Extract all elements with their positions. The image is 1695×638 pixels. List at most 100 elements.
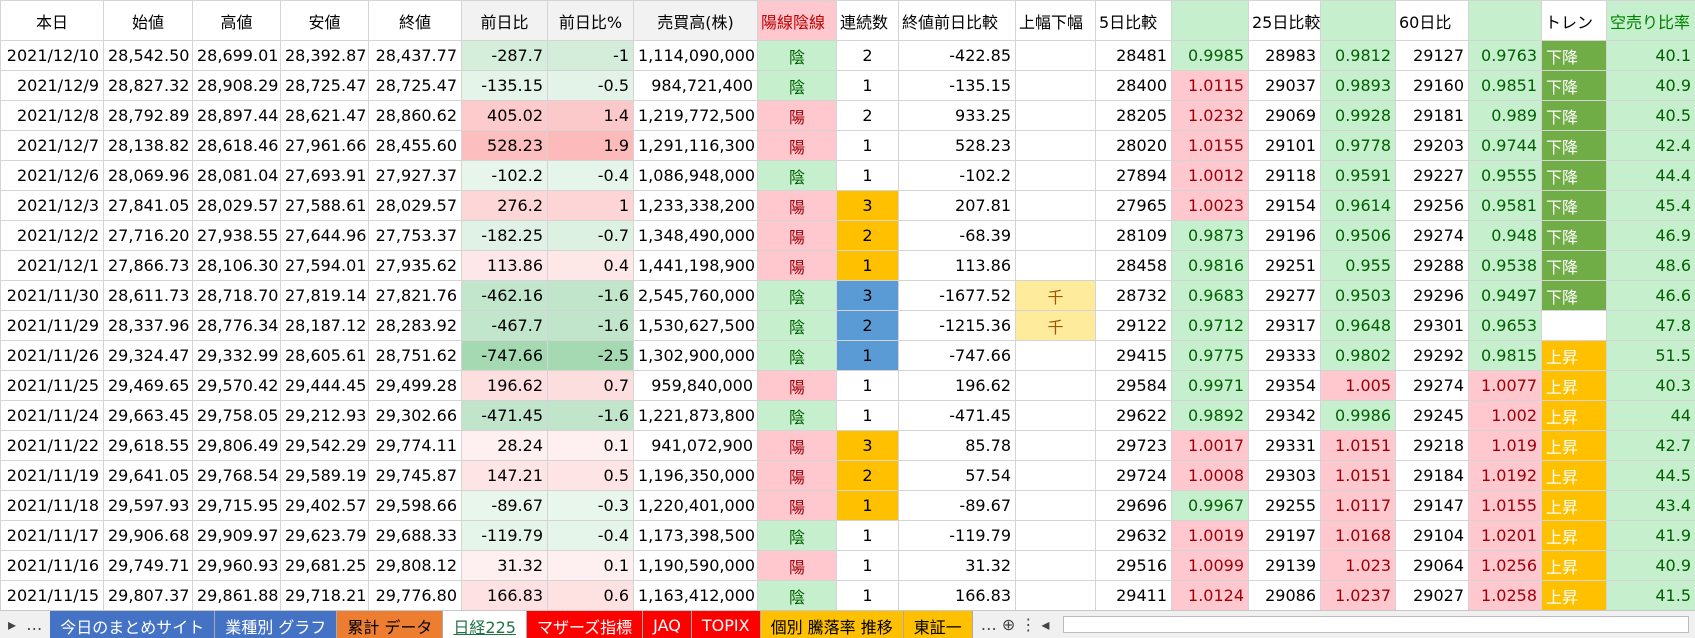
cell[interactable]: 陰 [757, 340, 837, 371]
cell[interactable]: 0.9506 [1320, 220, 1396, 251]
cell[interactable]: 28205 [1095, 100, 1172, 131]
cell[interactable] [1015, 70, 1096, 101]
cell[interactable]: 0.9744 [1468, 130, 1542, 161]
cell[interactable]: 2021/11/19 [0, 460, 104, 491]
cell[interactable]: 0.1 [547, 430, 634, 461]
cell[interactable]: 0.989 [1468, 100, 1542, 131]
cell[interactable]: -1215.36 [898, 310, 1016, 341]
cell[interactable]: 28,605.61 [280, 340, 369, 371]
cell[interactable]: 29333 [1248, 340, 1321, 371]
cell[interactable]: 2021/12/1 [0, 250, 104, 281]
column-header[interactable]: 空売り比率 [1606, 0, 1695, 41]
cell[interactable]: 1 [836, 400, 899, 431]
cell[interactable]: 2 [836, 220, 899, 251]
cell[interactable] [1541, 310, 1607, 341]
cell[interactable]: 1,441,198,900 [633, 250, 758, 281]
cell[interactable]: 上昇 [1541, 400, 1607, 431]
cell[interactable]: 2021/12/9 [0, 70, 104, 101]
cell[interactable]: 28,542.50 [103, 40, 193, 71]
cell[interactable] [1015, 430, 1096, 461]
cell[interactable]: 下降 [1541, 250, 1607, 281]
cell[interactable] [1015, 460, 1096, 491]
cell[interactable]: 29,909.97 [192, 520, 281, 551]
cell[interactable]: 28,187.12 [280, 310, 369, 341]
cell[interactable]: 47.8 [1606, 310, 1695, 341]
cell[interactable]: 0.9555 [1468, 160, 1542, 191]
cell[interactable]: 29101 [1248, 130, 1321, 161]
cell[interactable]: 1.0258 [1468, 580, 1542, 611]
cell[interactable] [1015, 520, 1096, 551]
cell[interactable]: 28,337.96 [103, 310, 193, 341]
cell[interactable]: 29,597.93 [103, 490, 193, 521]
cell[interactable]: 57.54 [898, 460, 1016, 491]
cell[interactable]: 29724 [1095, 460, 1172, 491]
cell[interactable]: 29181 [1395, 100, 1469, 131]
sheet-tab[interactable]: 今日のまとめサイト [50, 611, 216, 638]
cell[interactable]: -0.4 [547, 160, 634, 191]
cell[interactable]: 1 [836, 70, 899, 101]
cell[interactable]: 1.0077 [1468, 370, 1542, 401]
cell[interactable]: 1,086,948,000 [633, 160, 758, 191]
cell[interactable]: 29415 [1095, 340, 1172, 371]
cell[interactable]: 40.9 [1606, 550, 1695, 581]
cell[interactable]: 196.62 [898, 370, 1016, 401]
cell[interactable]: 0.9873 [1171, 220, 1249, 251]
cell[interactable]: 陰 [757, 40, 837, 71]
cell[interactable]: 0.9614 [1320, 190, 1396, 221]
cell[interactable] [1015, 580, 1096, 611]
cell[interactable]: 0.9815 [1468, 340, 1542, 371]
cell[interactable]: 29,681.25 [280, 550, 369, 581]
cell[interactable]: 上昇 [1541, 520, 1607, 551]
cell[interactable]: -287.7 [461, 40, 548, 71]
cell[interactable]: 陽 [757, 130, 837, 161]
cell[interactable]: 0.9812 [1320, 40, 1396, 71]
cell[interactable]: 29255 [1248, 490, 1321, 521]
cell[interactable] [1015, 370, 1096, 401]
cell[interactable]: 29,768.54 [192, 460, 281, 491]
cell[interactable]: 28109 [1095, 220, 1172, 251]
cell[interactable]: 0.948 [1468, 220, 1542, 251]
cell[interactable]: 41.5 [1606, 580, 1695, 611]
cell[interactable]: 29,402.57 [280, 490, 369, 521]
column-header[interactable]: 売買高(株) [633, 0, 758, 41]
cell[interactable]: -462.16 [461, 280, 548, 311]
cell[interactable]: -471.45 [461, 400, 548, 431]
cell[interactable]: 陰 [757, 70, 837, 101]
cell[interactable]: 1.0232 [1171, 100, 1249, 131]
cell[interactable]: 2,545,760,000 [633, 280, 758, 311]
cell[interactable]: 29,758.05 [192, 400, 281, 431]
cell[interactable]: 40.9 [1606, 70, 1695, 101]
cell[interactable]: 2021/11/16 [0, 550, 104, 581]
cell[interactable]: 29227 [1395, 160, 1469, 191]
cell[interactable]: 29,715.95 [192, 490, 281, 521]
cell[interactable]: 1 [836, 370, 899, 401]
cell[interactable]: 28,908.29 [192, 70, 281, 101]
cell[interactable]: 28983 [1248, 40, 1321, 71]
cell[interactable]: 1.0117 [1320, 490, 1396, 521]
column-header[interactable] [1171, 0, 1249, 41]
cell[interactable]: 1.0155 [1171, 130, 1249, 161]
sheet-tab[interactable]: 東証一 [903, 611, 973, 638]
cell[interactable]: 29317 [1248, 310, 1321, 341]
cell[interactable]: 28400 [1095, 70, 1172, 101]
cell[interactable]: -467.7 [461, 310, 548, 341]
cell[interactable]: 0.9581 [1468, 190, 1542, 221]
cell[interactable]: 1.0017 [1171, 430, 1249, 461]
cell[interactable]: 千 [1015, 310, 1096, 341]
cell[interactable]: -747.66 [461, 340, 548, 371]
cell[interactable]: 2021/11/30 [0, 280, 104, 311]
cell[interactable]: 陰 [757, 310, 837, 341]
cell[interactable]: 0.955 [1320, 250, 1396, 281]
cell[interactable]: 0.9591 [1320, 160, 1396, 191]
cell[interactable]: 166.83 [898, 580, 1016, 611]
cell[interactable]: 2021/11/25 [0, 370, 104, 401]
cell[interactable]: 27,866.73 [103, 250, 193, 281]
cell[interactable]: 陽 [757, 430, 837, 461]
cell[interactable]: 1,348,490,000 [633, 220, 758, 251]
cell[interactable]: 29,808.12 [368, 550, 462, 581]
cell[interactable]: -0.4 [547, 520, 634, 551]
cell[interactable]: 1.0256 [1468, 550, 1542, 581]
cell[interactable]: 29,906.68 [103, 520, 193, 551]
cell[interactable]: 29,688.33 [368, 520, 462, 551]
cell[interactable]: 0.5 [547, 460, 634, 491]
